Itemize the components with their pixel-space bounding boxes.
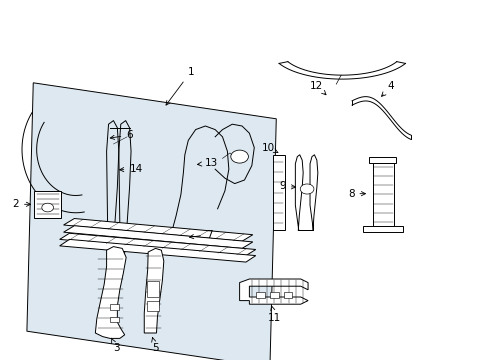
Bar	[110, 317, 119, 322]
Text: 9: 9	[279, 181, 295, 192]
Text: 12: 12	[309, 81, 325, 95]
Polygon shape	[63, 219, 252, 241]
Text: 1: 1	[166, 67, 194, 105]
Polygon shape	[368, 157, 395, 163]
Text: 6: 6	[110, 130, 133, 140]
Polygon shape	[372, 163, 393, 226]
Polygon shape	[60, 233, 255, 256]
Text: 10: 10	[261, 143, 277, 153]
Text: 11: 11	[267, 306, 281, 323]
Bar	[255, 292, 264, 298]
Circle shape	[300, 184, 313, 194]
Polygon shape	[272, 155, 284, 230]
Polygon shape	[239, 279, 307, 304]
Text: 3: 3	[111, 338, 120, 354]
Circle shape	[230, 150, 248, 163]
Bar	[283, 292, 292, 298]
Polygon shape	[60, 239, 255, 262]
Polygon shape	[34, 191, 61, 218]
Polygon shape	[27, 83, 276, 360]
Text: 4: 4	[381, 81, 394, 96]
Text: 14: 14	[120, 164, 142, 174]
Text: 5: 5	[151, 338, 159, 354]
Polygon shape	[144, 248, 163, 333]
Text: 2: 2	[12, 199, 30, 209]
Polygon shape	[63, 226, 252, 248]
Text: 13: 13	[197, 158, 218, 168]
Bar	[146, 301, 159, 311]
Bar	[110, 304, 119, 310]
Bar	[269, 292, 278, 298]
Bar	[146, 281, 159, 297]
Circle shape	[41, 203, 54, 212]
Text: 7: 7	[189, 230, 212, 240]
Polygon shape	[95, 247, 126, 338]
Text: 8: 8	[347, 189, 365, 199]
Polygon shape	[363, 226, 403, 232]
